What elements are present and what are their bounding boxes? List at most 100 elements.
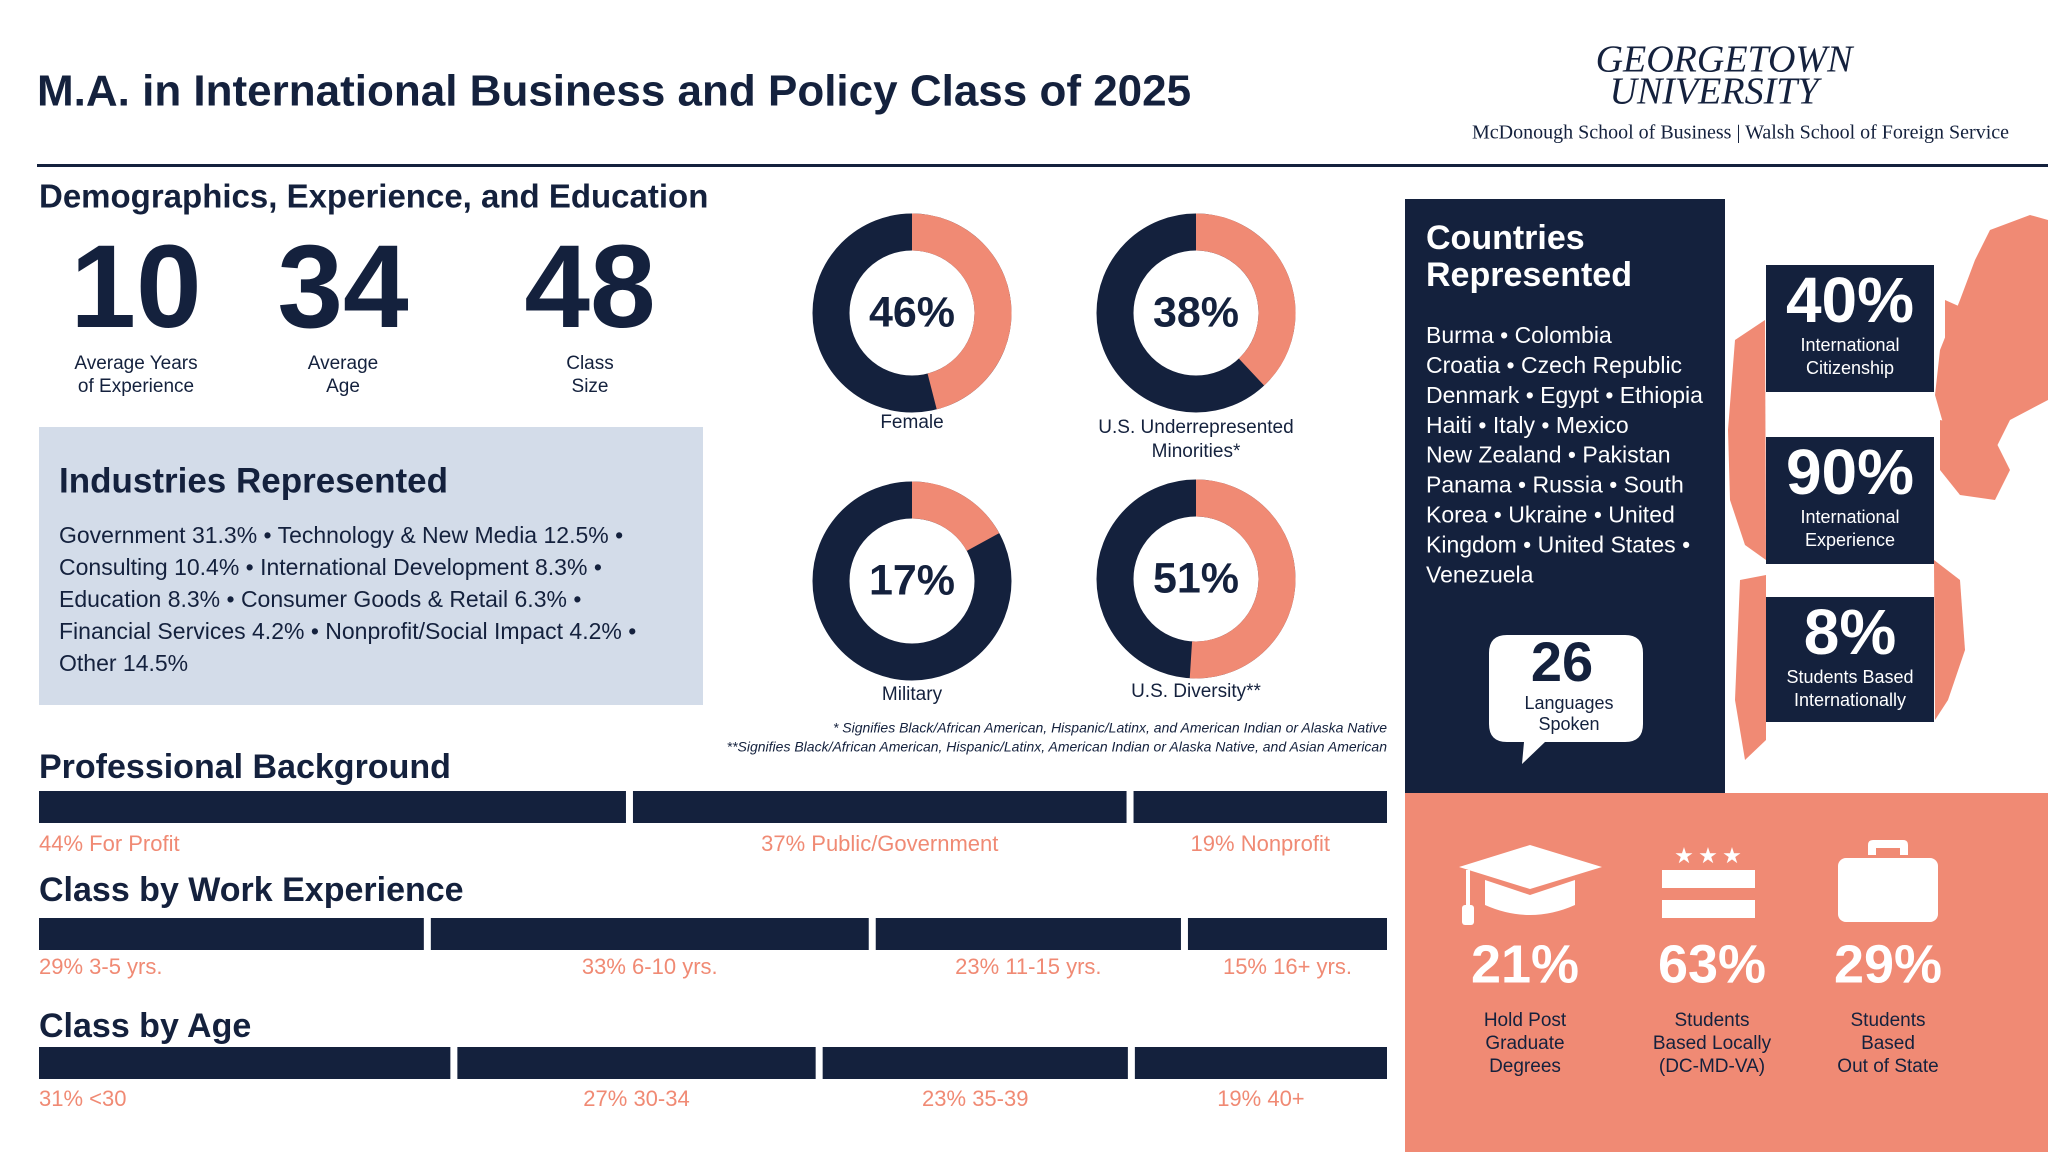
country-line: Venezuela bbox=[1426, 561, 1534, 587]
location-value: 21% bbox=[1471, 934, 1579, 994]
industries-line: Government 31.3% • Technology & New Medi… bbox=[59, 522, 623, 548]
svg-text:★: ★ bbox=[1698, 843, 1718, 868]
donut-arc bbox=[1189, 479, 1296, 679]
bar-label: 33% 6-10 yrs. bbox=[582, 954, 718, 979]
bar-segment bbox=[430, 918, 869, 950]
bar-label: 15% 16+ yrs. bbox=[1223, 954, 1352, 979]
section-heading: Professional Background bbox=[39, 748, 451, 786]
bar-label: 23% 11-15 yrs. bbox=[955, 954, 1101, 979]
donut-value: 51% bbox=[1153, 554, 1239, 602]
country-line: Panama • Russia • South bbox=[1426, 472, 1684, 498]
bar-label: 29% 3-5 yrs. bbox=[39, 954, 163, 979]
donut-label: Female bbox=[880, 412, 943, 433]
industries-line: Financial Services 4.2% • Nonprofit/Soci… bbox=[59, 618, 636, 644]
languages-value: 26 bbox=[1531, 630, 1593, 693]
international-label: Citizenship bbox=[1806, 358, 1894, 378]
international-value: 90% bbox=[1786, 436, 1914, 508]
bar-segment bbox=[39, 918, 424, 950]
stat-box bbox=[1766, 437, 1934, 564]
graduation-cap-icon bbox=[1459, 845, 1602, 925]
footnote: **Signifies Black/African American, Hisp… bbox=[727, 739, 1388, 755]
languages-label: Languages bbox=[1524, 693, 1613, 713]
international-label: International bbox=[1800, 507, 1899, 527]
bar-segment bbox=[1133, 791, 1387, 823]
location-label: Students bbox=[1851, 1010, 1926, 1031]
donut-arc bbox=[911, 213, 1012, 410]
bar-label: 27% 30-34 bbox=[583, 1086, 689, 1111]
logo-schools: McDonough School of Business | Walsh Sch… bbox=[1472, 122, 2009, 144]
industries-line: Consulting 10.4% • International Develop… bbox=[59, 554, 602, 580]
location-value: 63% bbox=[1658, 934, 1766, 994]
stat-label: Size bbox=[572, 376, 609, 397]
section-heading: Class by Age bbox=[39, 1007, 251, 1045]
international-label: Internationally bbox=[1794, 690, 1906, 710]
countries-heading: Countries bbox=[1426, 219, 1585, 257]
international-value: 40% bbox=[1786, 264, 1914, 336]
dc-flag-icon: ★ ★ ★ bbox=[1662, 843, 1755, 918]
industries-box bbox=[39, 427, 703, 705]
location-label: Based bbox=[1861, 1033, 1915, 1054]
donut-label: Minorities* bbox=[1152, 441, 1241, 462]
country-line: New Zealand • Pakistan bbox=[1426, 442, 1671, 468]
location-label: Graduate bbox=[1485, 1033, 1564, 1054]
location-label: Hold Post bbox=[1484, 1010, 1567, 1031]
country-line: Burma • Colombia bbox=[1426, 322, 1612, 348]
country-line: Croatia • Czech Republic bbox=[1426, 352, 1682, 378]
svg-text:★: ★ bbox=[1674, 843, 1694, 868]
section-heading: Demographics, Experience, and Education bbox=[39, 178, 708, 215]
location-label: Students bbox=[1675, 1010, 1750, 1031]
bar-segment bbox=[1187, 918, 1387, 950]
stat-box bbox=[1766, 597, 1934, 722]
international-label: Experience bbox=[1805, 530, 1895, 550]
country-line: Kingdom • United States • bbox=[1426, 531, 1690, 557]
stat-label: of Experience bbox=[78, 376, 194, 397]
countries-heading: Represented bbox=[1426, 256, 1632, 294]
donut-value: 17% bbox=[869, 556, 955, 604]
page-title: M.A. in International Business and Polic… bbox=[37, 67, 1191, 116]
bar-label: 37% Public/Government bbox=[761, 831, 998, 856]
donut-label: U.S. Diversity** bbox=[1131, 681, 1261, 702]
stat-label: Class bbox=[566, 353, 614, 374]
bar-label: 44% For Profit bbox=[39, 831, 180, 856]
location-label: Based Locally bbox=[1653, 1033, 1772, 1054]
donut-arc bbox=[911, 481, 1000, 552]
donut-label: Military bbox=[882, 684, 943, 705]
country-line: Haiti • Italy • Mexico bbox=[1426, 412, 1629, 438]
bar-segment bbox=[39, 1047, 451, 1079]
logo-line: UNIVERSITY bbox=[1610, 71, 1823, 113]
footnote: * Signifies Black/African American, Hisp… bbox=[833, 720, 1387, 736]
bar-segment bbox=[1134, 1047, 1387, 1079]
location-label: Degrees bbox=[1489, 1056, 1561, 1077]
international-label: Students Based bbox=[1786, 667, 1913, 687]
section-heading: Class by Work Experience bbox=[39, 871, 464, 909]
svg-text:★: ★ bbox=[1722, 843, 1742, 868]
suitcase-icon bbox=[1838, 840, 1938, 922]
bar-label: 19% Nonprofit bbox=[1191, 831, 1330, 856]
stat-box bbox=[1766, 265, 1934, 392]
speech-bubble bbox=[1489, 635, 1643, 764]
donut-arc bbox=[1195, 213, 1296, 386]
bar-segment bbox=[632, 791, 1127, 823]
bar-segment bbox=[822, 1047, 1128, 1079]
bar-segment bbox=[457, 1047, 816, 1079]
bar-label: 23% 35-39 bbox=[922, 1086, 1028, 1111]
stat-value: 48 bbox=[524, 221, 655, 353]
stat-label: Age bbox=[326, 376, 360, 397]
international-value: 8% bbox=[1804, 596, 1897, 668]
bar-segment bbox=[39, 791, 626, 823]
country-line: Korea • Ukraine • United bbox=[1426, 501, 1675, 527]
bar-label: 31% <30 bbox=[39, 1086, 126, 1111]
stat-label: Average Years bbox=[74, 353, 197, 374]
stat-label: Average bbox=[308, 353, 378, 374]
donut-label: U.S. Underrepresented bbox=[1098, 417, 1293, 438]
languages-label: Spoken bbox=[1538, 714, 1599, 734]
stat-value: 10 bbox=[70, 221, 201, 353]
logo-line: GEORGETOWN bbox=[1596, 39, 1856, 81]
international-label: International bbox=[1800, 335, 1899, 355]
bar-segment bbox=[875, 918, 1181, 950]
industries-line: Education 8.3% • Consumer Goods & Retail… bbox=[59, 586, 581, 612]
stat-value: 34 bbox=[277, 221, 408, 353]
bar-label: 19% 40+ bbox=[1217, 1086, 1304, 1111]
